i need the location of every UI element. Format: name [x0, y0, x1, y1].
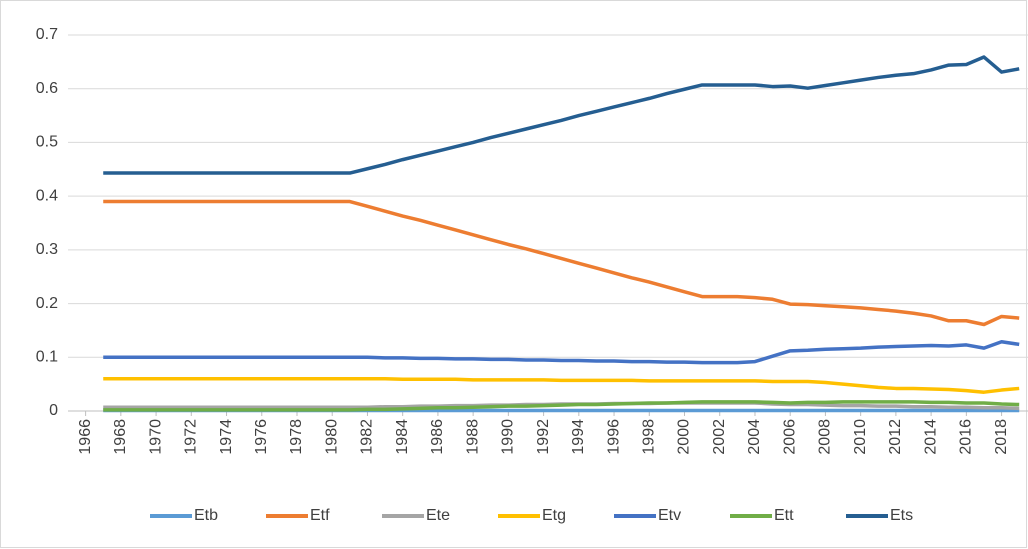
x-tick-label: 1994	[570, 419, 587, 455]
series-line	[103, 339, 1020, 365]
x-tick-label: 1978	[288, 419, 305, 455]
x-tick-label: 2012	[887, 419, 904, 455]
series-line	[103, 55, 1020, 175]
x-tick-label: 1990	[500, 419, 517, 455]
x-tick-label: 1984	[394, 419, 411, 455]
legend-label: Etb	[194, 507, 218, 524]
legend-label: Etv	[658, 507, 681, 524]
legend-label: Etg	[542, 507, 566, 524]
x-tick-label: 1992	[535, 419, 552, 455]
x-tick-label: 2016	[958, 419, 975, 455]
legend-label: Ets	[890, 507, 913, 524]
series-line	[103, 400, 1020, 412]
series-line	[103, 377, 1020, 394]
x-tick-label: 1976	[253, 419, 270, 455]
legend-label: Ett	[774, 507, 794, 524]
series-line	[103, 199, 1020, 327]
x-tick-label: 1974	[218, 419, 235, 455]
x-tick-label: 2008	[817, 419, 834, 455]
y-tick-label: 0.2	[36, 295, 58, 312]
x-tick-label: 1988	[464, 419, 481, 455]
y-tick-label: 0.1	[36, 349, 58, 366]
x-tick-label: 2004	[746, 419, 763, 455]
x-tick-label: 1970	[147, 419, 164, 455]
y-tick-label: 0.5	[36, 134, 58, 151]
y-tick-label: 0.3	[36, 241, 58, 258]
x-tick-label: 2018	[993, 419, 1010, 455]
x-tick-label: 1996	[605, 419, 622, 455]
y-tick-label: 0	[49, 402, 58, 419]
x-tick-label: 1966	[77, 419, 94, 455]
x-tick-label: 1982	[359, 419, 376, 455]
x-tick-label: 1980	[323, 419, 340, 455]
x-tick-label: 2014	[922, 419, 939, 455]
x-tick-label: 2000	[676, 419, 693, 455]
x-tick-label: 1986	[429, 419, 446, 455]
x-tick-label: 2002	[711, 419, 728, 455]
x-tick-label: 1998	[641, 419, 658, 455]
legend-label: Etf	[310, 507, 330, 524]
x-tick-label: 2006	[781, 419, 798, 455]
x-tick-label: 2010	[852, 419, 869, 455]
legend-label: Ete	[426, 507, 450, 524]
x-tick-label: 1972	[183, 419, 200, 455]
y-tick-label: 0.4	[36, 187, 58, 204]
y-tick-label: 0.7	[36, 26, 58, 43]
x-tick-label: 1968	[112, 419, 129, 455]
y-tick-label: 0.6	[36, 80, 58, 97]
